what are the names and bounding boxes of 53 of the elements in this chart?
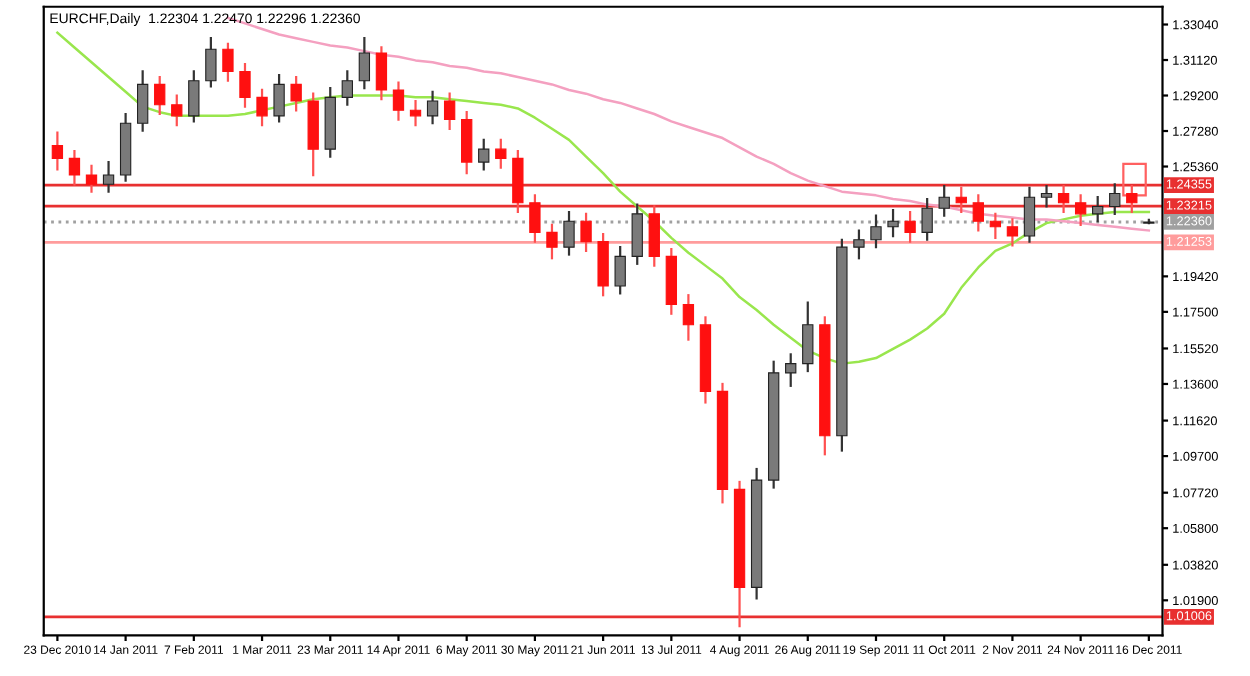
candlestick (682, 294, 695, 341)
candlestick (580, 212, 592, 252)
candlestick (188, 70, 200, 123)
candlestick (1040, 185, 1053, 208)
candlestick (409, 99, 422, 127)
candlestick (546, 223, 558, 260)
candlestick (273, 74, 285, 123)
candlestick (1126, 185, 1138, 214)
candlestick (443, 92, 456, 130)
candlestick (904, 210, 916, 243)
candlestick (51, 131, 64, 171)
candlestick (171, 94, 183, 127)
candlestick (222, 42, 234, 82)
candlestick (887, 209, 899, 238)
candlestick (1092, 196, 1104, 223)
candlestick (239, 62, 251, 108)
candlestick (955, 186, 967, 214)
candlestick (136, 70, 149, 132)
candlestick (68, 149, 81, 186)
candlestick (1074, 194, 1087, 227)
candlestick (938, 185, 950, 217)
candlestick (290, 75, 302, 112)
candlestick (563, 210, 575, 256)
candlestick (1006, 218, 1019, 247)
candlestick (785, 353, 797, 387)
candlestick (478, 138, 490, 171)
candlestick (1057, 185, 1070, 214)
candlestick (375, 46, 388, 101)
candlestick (392, 81, 405, 121)
line-series (56, 31, 1151, 365)
candlestick (853, 229, 865, 260)
candlestick (205, 37, 217, 88)
candlestick (631, 203, 643, 265)
candlestick (597, 233, 609, 297)
candlestick (648, 205, 660, 267)
candlestick (870, 214, 882, 249)
candlestick (85, 164, 98, 193)
candlestick (614, 246, 626, 295)
candlestick (495, 138, 507, 169)
candlestick (154, 75, 166, 116)
candlestick (426, 90, 439, 125)
candlestick (972, 194, 984, 232)
candlestick (529, 194, 541, 243)
candlestick (921, 197, 933, 241)
candlestick (256, 88, 268, 127)
candlestick (512, 149, 524, 214)
candlestick (358, 37, 371, 90)
candlestick (341, 70, 353, 106)
candlestick (1023, 186, 1036, 243)
candlestick (1109, 183, 1121, 215)
candlestick (102, 160, 115, 193)
candlestick (461, 111, 473, 175)
candlestick (802, 301, 814, 373)
